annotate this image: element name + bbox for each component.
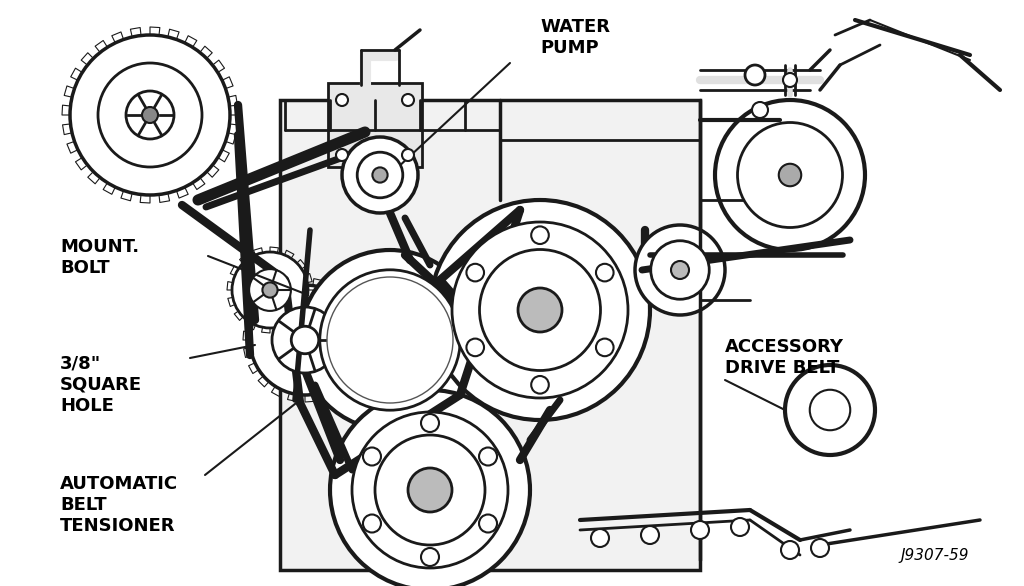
Circle shape bbox=[362, 515, 381, 533]
Circle shape bbox=[737, 122, 843, 227]
Circle shape bbox=[635, 225, 725, 315]
Circle shape bbox=[466, 339, 484, 356]
Circle shape bbox=[352, 412, 508, 568]
Circle shape bbox=[466, 264, 484, 281]
Circle shape bbox=[374, 324, 407, 356]
Circle shape bbox=[373, 168, 388, 183]
Circle shape bbox=[272, 307, 338, 373]
Circle shape bbox=[715, 100, 865, 250]
Circle shape bbox=[262, 282, 278, 298]
Circle shape bbox=[336, 149, 348, 161]
Circle shape bbox=[531, 226, 549, 244]
Circle shape bbox=[810, 390, 850, 430]
FancyBboxPatch shape bbox=[328, 83, 422, 167]
Circle shape bbox=[330, 390, 530, 586]
Circle shape bbox=[781, 541, 799, 559]
Circle shape bbox=[752, 102, 768, 118]
Text: J9307-59: J9307-59 bbox=[900, 548, 969, 563]
Circle shape bbox=[142, 107, 158, 123]
Circle shape bbox=[783, 73, 797, 87]
Circle shape bbox=[402, 149, 414, 161]
Circle shape bbox=[479, 448, 497, 465]
Circle shape bbox=[402, 94, 414, 106]
Circle shape bbox=[300, 250, 480, 430]
Circle shape bbox=[591, 529, 609, 547]
FancyBboxPatch shape bbox=[280, 100, 700, 570]
Circle shape bbox=[232, 252, 308, 328]
Circle shape bbox=[319, 270, 460, 410]
Circle shape bbox=[778, 163, 801, 186]
Circle shape bbox=[250, 285, 360, 395]
Circle shape bbox=[357, 152, 402, 198]
Circle shape bbox=[745, 65, 765, 85]
Circle shape bbox=[430, 200, 650, 420]
Circle shape bbox=[811, 539, 829, 557]
Circle shape bbox=[336, 94, 348, 106]
Circle shape bbox=[671, 261, 689, 279]
Circle shape bbox=[479, 250, 600, 370]
Circle shape bbox=[479, 515, 497, 533]
Circle shape bbox=[334, 284, 445, 396]
Circle shape bbox=[70, 35, 230, 195]
Text: MOUNT.
BOLT: MOUNT. BOLT bbox=[60, 238, 139, 277]
Circle shape bbox=[327, 277, 453, 403]
Circle shape bbox=[531, 376, 549, 394]
Circle shape bbox=[342, 137, 418, 213]
Circle shape bbox=[126, 91, 174, 139]
Text: ACCESSORY
DRIVE BELT: ACCESSORY DRIVE BELT bbox=[725, 338, 844, 377]
Text: AUTOMATIC
BELT
TENSIONER: AUTOMATIC BELT TENSIONER bbox=[60, 475, 178, 534]
Circle shape bbox=[785, 365, 874, 455]
Circle shape bbox=[362, 448, 381, 465]
Circle shape bbox=[452, 222, 628, 398]
Circle shape bbox=[408, 468, 452, 512]
Circle shape bbox=[345, 295, 435, 385]
Circle shape bbox=[518, 288, 562, 332]
Circle shape bbox=[421, 548, 439, 566]
Circle shape bbox=[650, 241, 710, 299]
Text: WATER
PUMP: WATER PUMP bbox=[540, 18, 610, 57]
Circle shape bbox=[641, 526, 659, 544]
Text: 3/8"
SQUARE
HOLE: 3/8" SQUARE HOLE bbox=[60, 355, 142, 415]
Circle shape bbox=[249, 269, 291, 311]
Circle shape bbox=[596, 264, 613, 281]
Circle shape bbox=[691, 521, 709, 539]
Circle shape bbox=[421, 414, 439, 432]
Circle shape bbox=[291, 326, 318, 354]
Circle shape bbox=[98, 63, 202, 167]
Circle shape bbox=[731, 518, 749, 536]
Circle shape bbox=[596, 339, 613, 356]
Circle shape bbox=[375, 435, 485, 545]
